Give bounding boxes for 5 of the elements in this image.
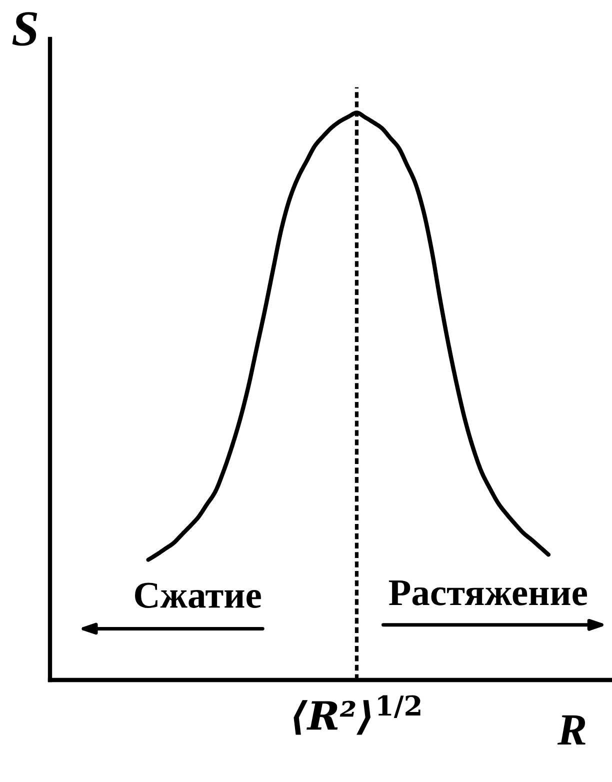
x-axis-title: R [557, 715, 586, 745]
annotation: Растяжение [388, 580, 587, 606]
y-axis-title: S [12, 12, 38, 46]
text: ⟨R²⟩$^{1/2}$ [294, 695, 420, 735]
annotation: Сжатие [135, 582, 261, 608]
